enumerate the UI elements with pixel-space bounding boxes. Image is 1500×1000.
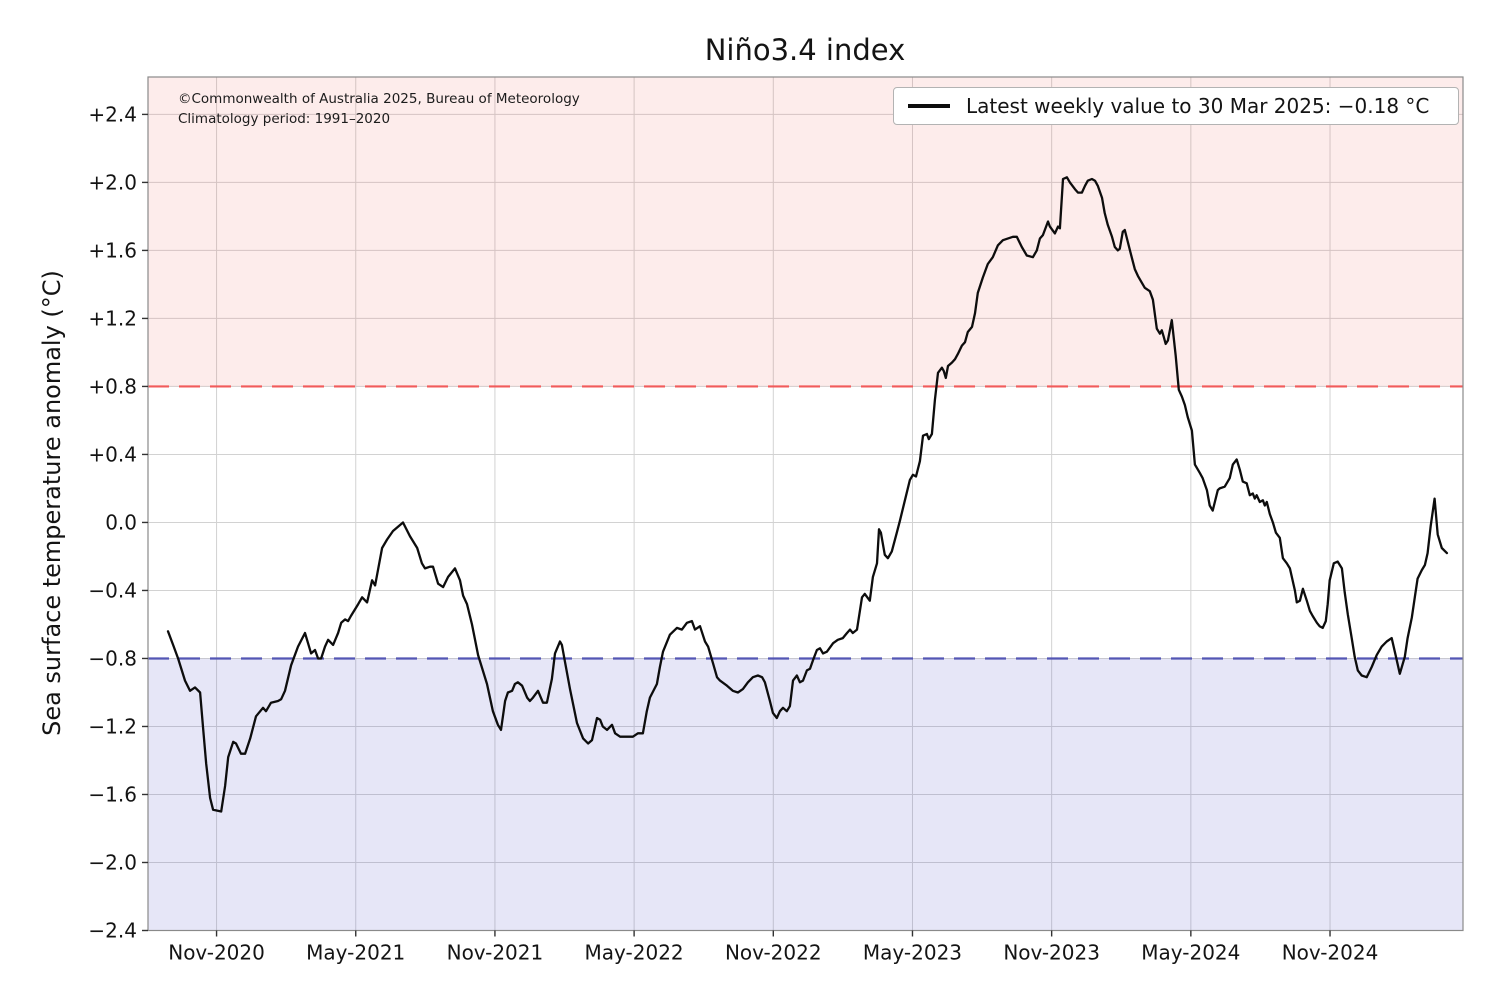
elnino-band [148,77,1463,387]
x-tick-label: Nov-2023 [1003,941,1100,965]
x-tick-label: Nov-2024 [1282,941,1379,965]
x-tick-label: May-2024 [1141,941,1240,965]
y-axis-label: Sea surface temperature anomaly (°C) [38,270,66,736]
y-tick-label: −0.4 [88,578,137,602]
y-tick-label: −1.2 [88,714,137,738]
x-tick-label: Nov-2022 [725,941,822,965]
legend-box: Latest weekly value to 30 Mar 2025: −0.1… [893,87,1459,125]
x-tick-label: Nov-2020 [168,941,265,965]
y-tick-label: +0.8 [88,374,137,398]
x-tick-label: May-2022 [585,941,684,965]
lanina-band [148,658,1463,931]
y-tick-label: 0.0 [105,510,137,534]
y-tick-label: −2.0 [88,850,137,874]
y-tick-label: −1.6 [88,782,137,806]
x-tick-label: May-2021 [306,941,405,965]
plot-border [147,76,1464,932]
attribution-climatology: Climatology period: 1991–2020 [178,111,391,127]
chart-title: Niño3.4 index [704,33,906,67]
sst-anomaly-line [166,176,1449,813]
x-tick-label: Nov-2021 [447,941,544,965]
y-tick-label: +1.2 [88,306,137,330]
attribution-copyright: ©Commonwealth of Australia 2025, Bureau … [178,91,580,107]
attribution: ©Commonwealth of Australia 2025, Bureau … [178,89,580,129]
y-tick-label: +0.4 [88,442,137,466]
legend-label: Latest weekly value to 30 Mar 2025: −0.1… [966,94,1430,118]
y-tick-label: +2.0 [88,170,137,194]
y-tick-label: −2.4 [88,919,137,943]
legend-line-sample-icon [908,104,950,108]
x-tick-label: May-2023 [863,941,962,965]
y-tick-label: −0.8 [88,646,137,670]
y-tick-label: +1.6 [88,238,137,262]
y-tick-label: +2.4 [88,102,137,126]
